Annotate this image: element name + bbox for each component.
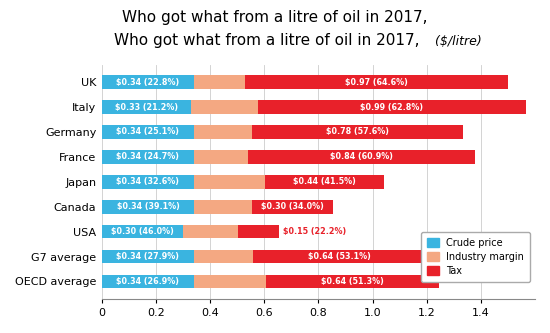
Bar	[102, 100, 191, 114]
Bar	[194, 275, 266, 288]
Legend: Crude price, Industry margin, Tax: Crude price, Industry margin, Tax	[421, 232, 530, 281]
Bar	[102, 75, 194, 89]
Bar	[194, 75, 245, 89]
Bar	[102, 125, 194, 139]
Text: $0.33 (21.2%): $0.33 (21.2%)	[115, 103, 178, 112]
Bar	[194, 125, 251, 139]
Bar	[257, 100, 526, 114]
Text: Who got what from a litre of oil in 2017,: Who got what from a litre of oil in 2017…	[114, 33, 419, 48]
Text: $0.34 (24.7%): $0.34 (24.7%)	[117, 153, 179, 162]
Text: $0.30 (46.0%): $0.30 (46.0%)	[111, 227, 174, 236]
Text: $0.34 (22.8%): $0.34 (22.8%)	[116, 78, 179, 87]
Bar	[253, 250, 426, 263]
Bar	[252, 200, 333, 213]
Text: $0.30 (34.0%): $0.30 (34.0%)	[261, 202, 324, 211]
Bar	[102, 175, 194, 188]
Text: $0.34 (39.1%): $0.34 (39.1%)	[117, 202, 179, 211]
Text: $0.15 (22.2%): $0.15 (22.2%)	[283, 227, 346, 236]
Bar	[102, 250, 194, 263]
Bar	[266, 275, 439, 288]
Bar	[194, 175, 265, 188]
Text: $0.84 (60.9%): $0.84 (60.9%)	[330, 153, 393, 162]
Bar	[194, 150, 248, 164]
Bar	[248, 150, 475, 164]
Text: $0.34 (27.9%): $0.34 (27.9%)	[117, 252, 179, 261]
Bar	[251, 125, 463, 139]
Text: $0.97 (64.6%): $0.97 (64.6%)	[345, 78, 408, 87]
Text: $0.99 (62.8%): $0.99 (62.8%)	[360, 103, 423, 112]
Bar	[238, 225, 279, 238]
Text: $0.44 (41.5%): $0.44 (41.5%)	[293, 177, 356, 186]
Bar	[102, 225, 183, 238]
Text: ($/litre): ($/litre)	[431, 35, 482, 48]
Bar	[194, 250, 253, 263]
Bar	[191, 100, 257, 114]
Text: $0.64 (53.1%): $0.64 (53.1%)	[308, 252, 371, 261]
Text: $0.34 (26.9%): $0.34 (26.9%)	[117, 277, 179, 286]
Bar	[102, 200, 194, 213]
Text: $0.34 (25.1%): $0.34 (25.1%)	[117, 128, 179, 137]
Text: Who got what from a litre of oil in 2017,: Who got what from a litre of oil in 2017…	[122, 10, 428, 25]
Bar	[102, 150, 194, 164]
Bar	[194, 200, 252, 213]
Bar	[265, 175, 384, 188]
Text: $0.34 (32.6%): $0.34 (32.6%)	[117, 177, 179, 186]
Bar	[245, 75, 508, 89]
Bar	[102, 275, 194, 288]
Text: $0.64 (51.3%): $0.64 (51.3%)	[321, 277, 384, 286]
Bar	[183, 225, 238, 238]
Text: $0.78 (57.6%): $0.78 (57.6%)	[326, 128, 389, 137]
